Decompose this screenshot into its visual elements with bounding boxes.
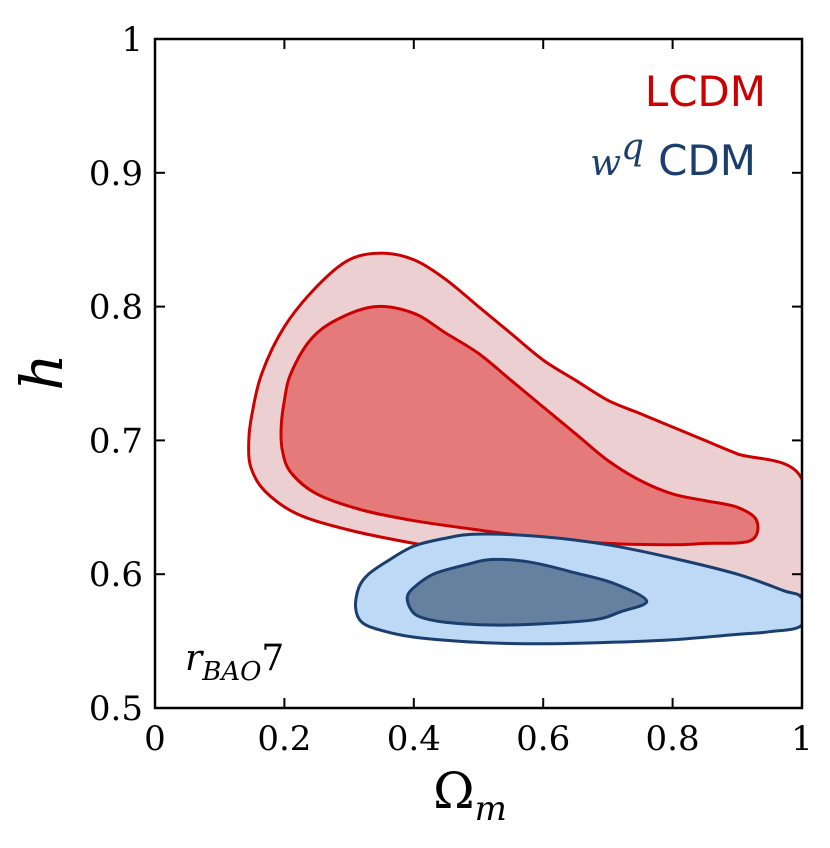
x-tick-label: 0.4 (387, 719, 441, 759)
contour-lcdm-1sigma (279, 304, 760, 547)
x-tick-label: 0.6 (516, 719, 570, 759)
annotation-suffix: 7 (261, 638, 284, 679)
legend-wq-cdm: CDM (658, 136, 756, 185)
x-tick-label: 0.2 (257, 719, 311, 759)
legend-entry-wqcdm: wq CDM (590, 127, 756, 185)
x-tick-label: 1 (791, 719, 813, 759)
x-axis-title: Ωm (433, 762, 507, 829)
legend-wq-q: q (621, 127, 644, 168)
x-tick-label: 0.8 (646, 719, 700, 759)
x-axis-title-main: Ω (433, 762, 474, 820)
x-tick-label: 0 (144, 719, 166, 759)
contour-wqcdm-1sigma (405, 557, 649, 627)
annotation-r: r (185, 638, 204, 679)
y-tick-label: 0.8 (89, 288, 143, 328)
y-tick-label: 0.9 (89, 154, 143, 194)
y-tick-label: 0.5 (89, 689, 143, 729)
y-axis-title: h (8, 353, 76, 390)
ticks-group: 0 0.2 0.4 0.6 0.8 1 0.5 0.6 0.7 0.8 0.9 1 (89, 20, 813, 759)
y-tick-label: 1 (121, 20, 143, 60)
annotation-rbao7: rBAO7 (185, 638, 284, 687)
legend-wq-w: w (590, 143, 621, 184)
x-axis-title-sub: m (475, 789, 507, 829)
legend-entry-lcdm: LCDM (645, 67, 766, 116)
plot-frame (153, 37, 804, 710)
y-tick-label: 0.6 (89, 555, 143, 595)
y-tick-label: 0.7 (89, 421, 143, 461)
annotation-sub: BAO (201, 657, 261, 687)
contours-group (247, 251, 802, 646)
